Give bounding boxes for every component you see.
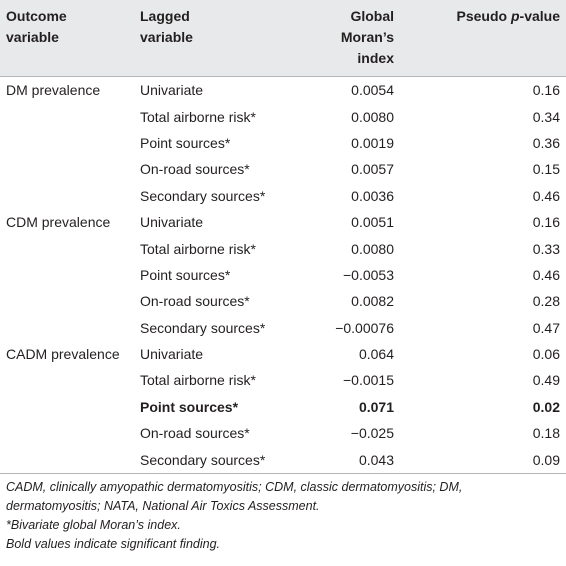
outcome-variable-cell	[0, 103, 140, 129]
header-pvalue-prefix: Pseudo	[456, 8, 511, 24]
header-moran-line1: Global Moran’s	[340, 8, 394, 45]
header-outcome-variable: Outcome variable	[0, 0, 140, 77]
morans-index-cell: 0.0082	[351, 293, 394, 310]
morans-index-cell: 0.0054	[351, 82, 394, 99]
lagged-variable-cell: Univariate	[140, 82, 204, 99]
pseudo-p-value-cell: 0.49	[532, 372, 560, 389]
lagged-variable-cell: Point sources*	[140, 398, 239, 415]
table-row: Point sources* 0.0019 0.36	[0, 130, 566, 156]
pseudo-p-value-cell: 0.06	[532, 346, 560, 363]
bivariate-footnote: *Bivariate global Moran’s index.	[6, 518, 181, 532]
pseudo-p-value-cell: 0.36	[532, 134, 560, 151]
table-row: Secondary sources* −0.00076 0.47	[0, 315, 566, 341]
lagged-variable-cell: Univariate	[140, 346, 204, 363]
morans-index-cell: 0.0019	[351, 134, 394, 151]
table-row: Point sources* −0.0053 0.46	[0, 262, 566, 288]
outcome-variable-cell	[0, 183, 140, 209]
header-global-morans-index: Global Moran’s index	[300, 0, 394, 77]
table-row: On-road sources* −0.025 0.18	[0, 420, 566, 446]
morans-index-cell: 0.043	[300, 446, 394, 474]
morans-index-cell: −0.0053	[343, 266, 394, 283]
morans-index-cell: −0.0015	[343, 372, 394, 389]
morans-index-cell: −0.025	[350, 425, 394, 442]
table-row: Total airborne risk* −0.0015 0.49	[0, 367, 566, 393]
outcome-variable-cell	[0, 156, 140, 182]
lagged-variable-cell: On-road sources*	[140, 161, 250, 178]
pseudo-p-value-cell: 0.28	[532, 293, 560, 310]
pseudo-p-value-cell: 0.34	[532, 108, 560, 125]
morans-index-cell: 0.071	[358, 398, 394, 415]
pseudo-p-value-cell: 0.46	[532, 266, 560, 283]
header-outcome-line1: Outcome	[6, 8, 67, 24]
table-row: On-road sources* 0.0082 0.28	[0, 288, 566, 314]
pseudo-p-value-cell: 0.46	[532, 187, 560, 204]
lagged-variable-cell: Total airborne risk*	[140, 240, 256, 257]
header-lagged-line1: Lagged	[140, 8, 190, 24]
abbreviations-note: CADM, clinically amyopathic dermatomyosi…	[6, 480, 463, 513]
lagged-variable-cell: Total airborne risk*	[140, 108, 256, 125]
pseudo-p-value-cell: 0.33	[532, 240, 560, 257]
lagged-variable-cell: Secondary sources*	[140, 319, 266, 336]
lagged-variable-cell: On-road sources*	[140, 293, 250, 310]
morans-index-cell: 0.0057	[351, 161, 394, 178]
outcome-variable-cell	[0, 235, 140, 261]
morans-index-cell: −0.00076	[335, 319, 394, 336]
outcome-variable-cell	[0, 130, 140, 156]
outcome-variable-cell	[0, 367, 140, 393]
lagged-variable-cell: On-road sources*	[140, 425, 250, 442]
header-lagged-variable: Lagged variable	[140, 0, 300, 77]
lagged-variable-cell: Univariate	[140, 214, 204, 231]
outcome-variable-cell	[0, 315, 140, 341]
header-row: Outcome variable Lagged variable Global …	[0, 0, 566, 77]
morans-index-cell: 0.064	[358, 346, 394, 363]
pseudo-p-value-cell: 0.15	[532, 161, 560, 178]
header-pvalue-suffix: -value	[519, 8, 560, 24]
header-pseudo-p-value: Pseudo p-value	[394, 0, 566, 77]
lagged-variable-cell: Point sources*	[140, 266, 231, 283]
header-outcome-line2: variable	[6, 29, 59, 45]
outcome-variable-cell	[0, 288, 140, 314]
table-row: Secondary sources* 0.043 0.09	[0, 446, 566, 474]
table-notes: CADM, clinically amyopathic dermatomyosi…	[6, 478, 560, 554]
outcome-variable-cell	[0, 262, 140, 288]
pseudo-p-value-cell: 0.16	[532, 214, 560, 231]
morans-index-table: Outcome variable Lagged variable Global …	[0, 0, 566, 474]
lagged-variable-cell: Secondary sources*	[140, 187, 266, 204]
table-row: Total airborne risk* 0.0080 0.33	[0, 235, 566, 261]
pseudo-p-value-cell: 0.16	[532, 82, 560, 99]
table-row: CDM prevalence Univariate 0.0051 0.16	[0, 209, 566, 235]
outcome-variable-cell	[0, 394, 140, 420]
morans-index-cell: 0.0051	[351, 214, 394, 231]
pseudo-p-value-cell: 0.47	[532, 319, 560, 336]
outcome-variable-cell: DM prevalence	[6, 82, 101, 99]
pseudo-p-value-cell: 0.02	[532, 398, 560, 415]
table-row: CADM prevalence Univariate 0.064 0.06	[0, 341, 566, 367]
morans-index-cell: 0.0080	[351, 240, 394, 257]
morans-index-cell: 0.0036	[351, 187, 394, 204]
lagged-variable-cell: Point sources*	[140, 134, 231, 151]
table-row: Secondary sources* 0.0036 0.46	[0, 183, 566, 209]
outcome-variable-cell	[0, 420, 140, 446]
header-moran-line2: index	[357, 50, 394, 66]
header-lagged-line2: variable	[140, 29, 193, 45]
table-row: Total airborne risk* 0.0080 0.34	[0, 103, 566, 129]
table-row: On-road sources* 0.0057 0.15	[0, 156, 566, 182]
table-header: Outcome variable Lagged variable Global …	[0, 0, 566, 77]
morans-index-cell: 0.0080	[351, 108, 394, 125]
lagged-variable-cell: Total airborne risk*	[140, 372, 256, 389]
table-body: DM prevalence Univariate 0.0054 0.16 Total a…	[0, 77, 566, 474]
header-pvalue-italic: p	[510, 8, 520, 24]
outcome-variable-cell: CADM prevalence	[6, 346, 120, 363]
bold-values-note: Bold values indicate significant finding…	[6, 537, 221, 551]
lagged-variable-cell: Secondary sources*	[140, 446, 300, 474]
table-row: Point sources* 0.071 0.02	[0, 394, 566, 420]
outcome-variable-cell	[0, 446, 140, 474]
outcome-variable-cell: CDM prevalence	[6, 214, 111, 231]
pseudo-p-value-cell: 0.09	[394, 446, 566, 474]
pseudo-p-value-cell: 0.18	[532, 425, 560, 442]
table-row: DM prevalence Univariate 0.0054 0.16	[0, 77, 566, 104]
